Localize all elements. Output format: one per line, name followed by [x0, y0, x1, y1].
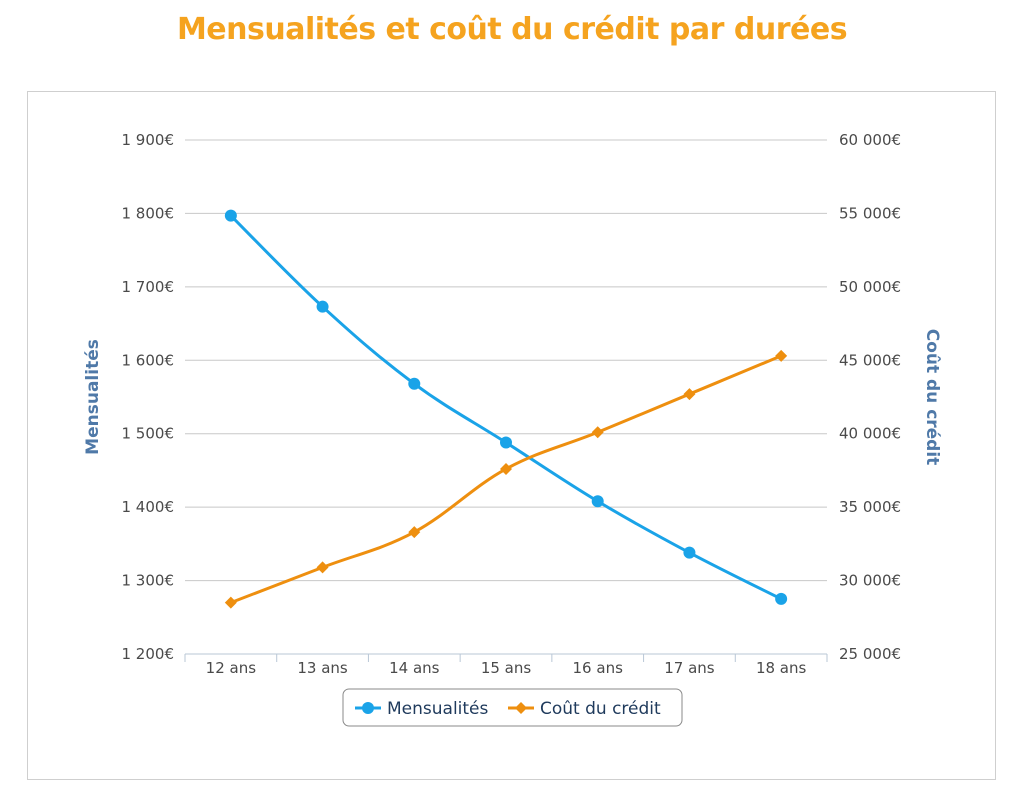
series-cout-du-credit: [224, 349, 788, 609]
x-axis: [184, 653, 828, 662]
legend-item-mensualites[interactable]: Mensualités: [355, 699, 489, 719]
right-tick-label: 50 000€: [839, 278, 901, 296]
x-axis-labels: 12 ans 13 ans 14 ans 15 ans 16 ans 17 ans 18 a…: [206, 659, 807, 677]
right-tick-label: 35 000€: [839, 498, 901, 516]
data-point-cout-du-credit[interactable]: [683, 388, 696, 401]
x-tick-label: 12 ans: [206, 659, 257, 677]
data-point-cout-du-credit[interactable]: [408, 526, 421, 539]
right-tick-label: 60 000€: [839, 131, 901, 149]
data-point-mensualites[interactable]: [224, 209, 237, 222]
data-point-mensualites[interactable]: [500, 436, 512, 449]
data-point-cout-du-credit[interactable]: [224, 596, 237, 609]
x-tick-label: 17 ans: [664, 659, 715, 677]
right-tick-label: 25 000€: [839, 645, 901, 663]
x-tick-label: 16 ans: [573, 659, 624, 677]
series-layer: [224, 209, 788, 609]
x-tick-label: 15 ans: [481, 659, 532, 677]
left-axis-title: Mensualités: [83, 339, 103, 455]
series-line-mensualites: [229, 214, 782, 601]
data-point-mensualites[interactable]: [683, 546, 696, 559]
data-point-mensualites[interactable]: [775, 592, 788, 605]
data-point-cout-du-credit[interactable]: [775, 349, 788, 362]
right-tick-label: 30 000€: [839, 572, 901, 590]
right-tick-label: 45 000€: [839, 351, 901, 369]
series-mensualites: [224, 209, 788, 605]
right-axis-title: Coût du crédit: [922, 329, 942, 466]
x-tick-label: 18 ans: [756, 659, 807, 677]
data-point-mensualites[interactable]: [408, 377, 421, 390]
left-tick-label: 1 700€: [122, 278, 175, 296]
series-line-cout-du-credit: [230, 354, 782, 605]
left-tick-label: 1 200€: [122, 645, 175, 663]
x-tick-label: 13 ans: [297, 659, 348, 677]
right-y-axis: 25 000€ 30 000€ 35 000€ 40 000€ 45 000€ 50 00…: [839, 131, 901, 663]
legend-item-cout-du-credit[interactable]: Coût du crédit: [508, 699, 661, 719]
data-point-mensualites[interactable]: [316, 300, 329, 313]
left-y-axis: 1 200€ 1 300€ 1 400€ 1 500€ 1 600€ 1 700€ 1 80…: [122, 131, 175, 663]
legend-label-mensualites: Mensualités: [387, 699, 489, 719]
chart-container: 1 200€ 1 300€ 1 400€ 1 500€ 1 600€ 1 700€ 1 80…: [27, 91, 996, 780]
data-point-mensualites[interactable]: [591, 495, 604, 508]
left-tick-label: 1 600€: [122, 351, 175, 369]
legend-circle-marker: [362, 702, 374, 714]
x-tick-label: 14 ans: [389, 659, 440, 677]
left-tick-label: 1 500€: [122, 425, 175, 443]
left-tick-label: 1 900€: [122, 131, 175, 149]
left-tick-label: 1 800€: [122, 204, 175, 222]
grid-lines: [185, 139, 827, 582]
data-point-cout-du-credit[interactable]: [316, 561, 329, 574]
legend-label-cout-du-credit: Coût du crédit: [540, 699, 661, 719]
left-tick-label: 1 300€: [122, 572, 175, 590]
legend[interactable]: Mensualités Coût du crédit: [342, 688, 683, 727]
right-tick-label: 40 000€: [839, 425, 901, 443]
right-tick-label: 55 000€: [839, 204, 901, 222]
page-title: Mensualités et coût du crédit par durées: [176, 12, 848, 47]
data-point-cout-du-credit[interactable]: [591, 426, 604, 439]
legend-diamond-marker: [515, 702, 527, 714]
data-point-cout-du-credit[interactable]: [500, 462, 512, 475]
left-tick-label: 1 400€: [122, 498, 175, 516]
line-chart: 1 200€ 1 300€ 1 400€ 1 500€ 1 600€ 1 700€ 1 80…: [83, 131, 942, 727]
